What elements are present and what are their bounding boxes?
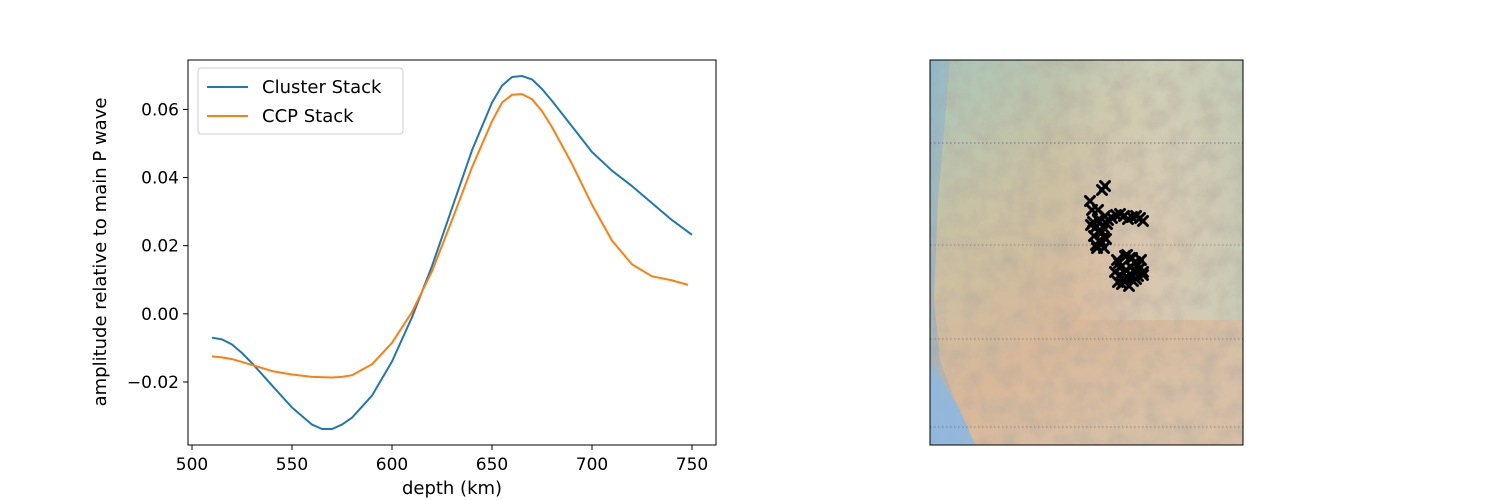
station-marker bbox=[1130, 273, 1142, 285]
map-frame bbox=[929, 59, 1244, 446]
y-tick-label: −0.02 bbox=[127, 373, 179, 393]
station-marker bbox=[1092, 214, 1104, 226]
y-tick-label: 0.04 bbox=[141, 169, 179, 189]
y-tick-label: 0.02 bbox=[141, 237, 179, 257]
x-tick-label: 600 bbox=[376, 455, 408, 475]
map-relief-texture bbox=[930, 60, 1243, 445]
x-axis-label: depth (km) bbox=[402, 478, 502, 499]
station-marker bbox=[1086, 204, 1098, 216]
series-line-cluster-stack bbox=[211, 75, 693, 430]
x-tick-label: 500 bbox=[176, 455, 208, 475]
map-panel bbox=[929, 59, 1244, 446]
station-marker bbox=[1098, 242, 1110, 254]
station-marker bbox=[1100, 233, 1112, 245]
station-marker bbox=[1113, 257, 1125, 269]
station-marker bbox=[1135, 254, 1147, 266]
series-line-ccp-stack bbox=[211, 93, 689, 379]
x-tick-label: 750 bbox=[676, 455, 708, 475]
station-markers bbox=[1084, 180, 1149, 292]
station-marker bbox=[1084, 195, 1096, 207]
line-series-group bbox=[211, 75, 693, 430]
station-marker bbox=[1096, 226, 1108, 238]
line-chart: 500 550 600 650 700 750 −0.02 0.00 0.02 0.04 0.06… bbox=[90, 59, 717, 499]
y-tick-label: 0.00 bbox=[141, 305, 179, 325]
legend-label-ccp-stack: CCP Stack bbox=[262, 106, 354, 127]
legend-label-cluster-stack: Cluster Stack bbox=[262, 77, 382, 98]
legend-box bbox=[197, 67, 404, 135]
y-axis-label: amplitude relative to main P wave bbox=[90, 98, 111, 407]
y-axis: −0.02 0.00 0.02 0.04 0.06 bbox=[127, 100, 188, 393]
x-tick-label: 550 bbox=[276, 455, 308, 475]
plot-area-frame bbox=[187, 59, 717, 446]
x-axis: 500 550 600 650 700 750 bbox=[176, 445, 708, 475]
station-marker bbox=[1126, 252, 1138, 264]
x-tick-label: 650 bbox=[476, 455, 508, 475]
map-coast-ocean bbox=[930, 365, 975, 445]
station-marker bbox=[1099, 180, 1111, 192]
x-tick-label: 700 bbox=[576, 455, 608, 475]
legend: Cluster Stack CCP Stack bbox=[197, 67, 404, 135]
station-marker bbox=[1137, 215, 1149, 227]
station-marker bbox=[1101, 218, 1113, 230]
map-ocean bbox=[930, 60, 975, 445]
y-tick-label: 0.06 bbox=[141, 100, 179, 120]
